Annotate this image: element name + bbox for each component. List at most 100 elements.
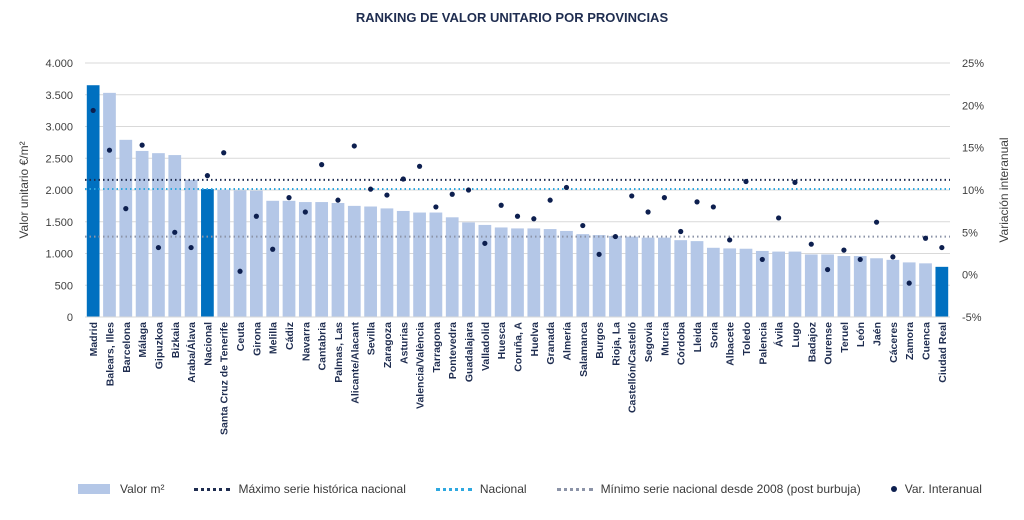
dot-35 xyxy=(661,195,667,201)
x-tick-label: Lleida xyxy=(692,322,704,353)
bar-1 xyxy=(103,92,116,317)
dot-27 xyxy=(531,216,537,222)
x-tick-label: Araba/Álava xyxy=(185,322,198,383)
x-tick-label: Barcelona xyxy=(121,322,133,373)
x-tick-label: Badajoz xyxy=(806,322,818,362)
dot-40 xyxy=(743,178,749,185)
x-tick-label: Girona xyxy=(251,322,263,356)
bar-36 xyxy=(674,240,688,317)
legend-label: Máximo serie histórica nacional xyxy=(238,482,406,496)
bar-43 xyxy=(788,251,802,317)
bar-34 xyxy=(641,237,655,317)
y-tick-label: 500 xyxy=(55,280,73,292)
bar-11 xyxy=(266,200,280,317)
chart-svg: 0 500 1.000 1.500 2.000 2.500 3.000 3.500 4.000 -… xyxy=(17,58,1011,435)
legend-item-dot: Var. Interanual xyxy=(890,482,982,496)
x-tick-label: Guadalajara xyxy=(464,322,476,382)
x-tick-label: Murcia xyxy=(659,322,671,356)
legend: Valor m² Máximo serie histórica nacional… xyxy=(78,482,1012,496)
y2-tick-label: 15% xyxy=(962,143,984,155)
bar-39 xyxy=(723,248,737,317)
dot-14 xyxy=(319,162,325,168)
x-tick-label: Ceuta xyxy=(235,322,247,351)
bar-14 xyxy=(315,202,329,317)
x-tick-label: Alicante/Alacant xyxy=(349,322,361,404)
x-tick-label: Córdoba xyxy=(676,322,688,365)
bar-5 xyxy=(168,155,182,317)
dot-50 xyxy=(906,280,912,286)
x-tick-label: Cádiz xyxy=(284,322,296,350)
dot-3 xyxy=(139,142,145,148)
bar-46 xyxy=(837,256,851,317)
x-tick-label: Granada xyxy=(545,322,557,365)
x-tick-label: Castellón/Castelló xyxy=(627,322,639,413)
dot-46 xyxy=(841,247,847,253)
y2-tick-label: 25% xyxy=(962,58,984,70)
bar-12 xyxy=(282,200,296,317)
bar-37 xyxy=(690,241,704,317)
dot-25 xyxy=(498,202,504,208)
bar-31 xyxy=(592,235,606,317)
bar-19 xyxy=(396,210,410,317)
x-tick-label: Valladolid xyxy=(480,322,492,371)
dot-49 xyxy=(890,254,896,260)
legend-label: Nacional xyxy=(479,482,527,496)
bar-52 xyxy=(935,266,949,317)
x-tick-label: Soria xyxy=(708,322,720,348)
dot-9 xyxy=(237,268,243,274)
x-tick-label: Huesca xyxy=(496,322,508,360)
dot-42 xyxy=(776,215,782,221)
dot-43 xyxy=(792,179,798,185)
x-tick-label: Salamanca xyxy=(578,322,590,377)
x-tick-label: León xyxy=(855,322,867,347)
x-tick-label: Coruña, A xyxy=(513,322,525,372)
dot-30 xyxy=(580,222,586,229)
bar-49 xyxy=(886,259,900,317)
dot-23 xyxy=(465,187,472,193)
legend-label: Var. Interanual xyxy=(904,482,982,496)
bar-47 xyxy=(853,256,867,317)
y-tick-label: 3.500 xyxy=(45,90,73,102)
bar-10 xyxy=(250,190,263,317)
bar-44 xyxy=(804,254,818,317)
dot-41 xyxy=(759,256,765,263)
legend-label: Valor m² xyxy=(120,482,165,496)
dot-38 xyxy=(710,204,716,210)
x-tick-label: Rioja, La xyxy=(610,322,622,366)
bar-48 xyxy=(870,258,883,317)
y-tick-label: 2.000 xyxy=(45,185,73,197)
dot-6 xyxy=(188,244,194,251)
dot-11 xyxy=(270,246,276,252)
x-tick-label: Huelva xyxy=(529,322,541,357)
bar-24 xyxy=(478,224,492,317)
x-tick-label: Ourense xyxy=(823,322,835,365)
bar-20 xyxy=(413,212,426,317)
legend-label: Mínimo serie nacional desde 2008 (post b… xyxy=(600,482,861,496)
bar-29 xyxy=(560,230,573,317)
x-tick-label: Burgos xyxy=(594,322,606,359)
y2-axis-label: Variación interanual xyxy=(997,137,1011,242)
x-tick-label: Santa Cruz de Tenerife xyxy=(219,322,231,435)
x-tick-label: Cáceres xyxy=(888,322,900,363)
x-tick-label: Toledo xyxy=(741,322,753,356)
bar-33 xyxy=(625,236,639,317)
x-tick-label: Palencia xyxy=(757,322,769,365)
bar-30 xyxy=(576,234,590,317)
legend-item-national: Nacional xyxy=(435,482,527,496)
bar-40 xyxy=(739,248,753,317)
dot-32 xyxy=(612,233,619,240)
legend-swatch-national xyxy=(435,487,472,491)
dot-22 xyxy=(449,191,455,197)
bar-13 xyxy=(298,202,312,317)
y-tick-label: 1.000 xyxy=(45,249,73,261)
dot-24 xyxy=(482,240,488,246)
bar-9 xyxy=(233,190,247,317)
x-tick-label: Cuenca xyxy=(921,322,933,360)
x-tick-label: Bizkaia xyxy=(170,322,182,358)
x-tick-label: Lugo xyxy=(790,322,802,348)
bar-4 xyxy=(152,153,165,317)
dot-2 xyxy=(123,206,129,212)
x-tick-label: Sevilla xyxy=(366,322,378,355)
x-tick-label: Madrid xyxy=(88,322,100,356)
bar-27 xyxy=(527,228,541,317)
